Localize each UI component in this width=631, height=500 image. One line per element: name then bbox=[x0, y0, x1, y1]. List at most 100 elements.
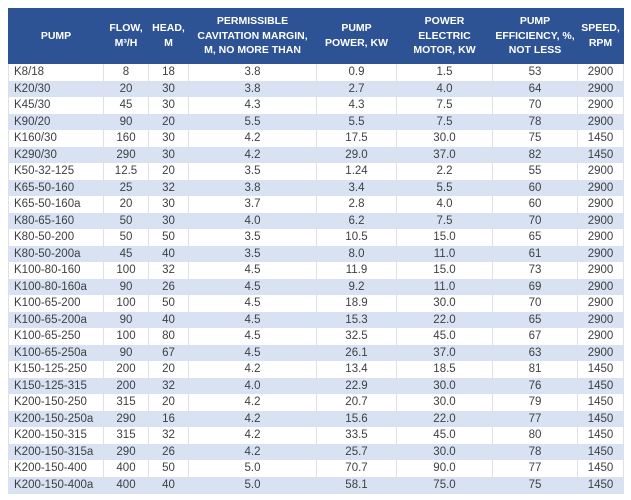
cell-flow: 100 bbox=[103, 328, 149, 345]
cell-speed: 1450 bbox=[577, 443, 624, 460]
cell-cavitation-margin: 4.2 bbox=[188, 410, 317, 427]
cell-head: 30 bbox=[148, 97, 189, 114]
cell-speed: 2900 bbox=[577, 113, 624, 130]
cell-pump-name: K80-65-160 bbox=[8, 212, 104, 229]
table-row: K100-65-250a 90 67 4.5 26.1 37.0 63 2900 bbox=[8, 344, 624, 361]
cell-efficiency: 70 bbox=[492, 97, 578, 114]
cell-cavitation-margin: 4.2 bbox=[188, 361, 317, 378]
header-row: PUMP FLOW, M³/H HEAD, M PERMISSIBLE CAVITAT… bbox=[8, 8, 624, 64]
cell-pump-name: K200-150-400 bbox=[8, 460, 104, 477]
cell-motor-power: 11.0 bbox=[396, 278, 493, 295]
cell-motor-power: 90.0 bbox=[396, 460, 493, 477]
cell-efficiency: 80 bbox=[492, 427, 578, 444]
table-row: K200-150-400 400 50 5.0 70.7 90.0 77 1450 bbox=[8, 460, 624, 477]
cell-pump-name: K100-65-250a bbox=[8, 344, 104, 361]
cell-motor-power: 45.0 bbox=[396, 328, 493, 345]
cell-efficiency: 70 bbox=[492, 212, 578, 229]
table-row: K200-150-315 315 32 4.2 33.5 45.0 80 1450 bbox=[8, 427, 624, 444]
cell-motor-power: 22.0 bbox=[396, 410, 493, 427]
column-header-head: HEAD, M bbox=[148, 8, 189, 64]
cell-speed: 2900 bbox=[577, 262, 624, 279]
cell-motor-power: 30.0 bbox=[396, 377, 493, 394]
cell-cavitation-margin: 5.0 bbox=[188, 460, 317, 477]
cell-pump-power: 2.8 bbox=[316, 196, 397, 213]
column-header-motor-power: POWER ELECTRIC MOTOR, KW bbox=[396, 8, 493, 64]
table-row: K50-32-125 12.5 20 3.5 1.24 2.2 55 2900 bbox=[8, 163, 624, 180]
cell-pump-power: 13.4 bbox=[316, 361, 397, 378]
cell-cavitation-margin: 4.3 bbox=[188, 97, 317, 114]
table-body: K8/18 8 18 3.8 0.9 1.5 53 2900 K20/30 20 30 3.8 2.7 4… bbox=[8, 63, 624, 494]
cell-cavitation-margin: 4.2 bbox=[188, 443, 317, 460]
cell-efficiency: 82 bbox=[492, 146, 578, 163]
cell-efficiency: 78 bbox=[492, 443, 578, 460]
cell-flow: 400 bbox=[103, 476, 149, 494]
cell-pump-power: 15.3 bbox=[316, 311, 397, 328]
cell-flow: 100 bbox=[103, 262, 149, 279]
cell-speed: 1450 bbox=[577, 377, 624, 394]
cell-pump-name: K200-150-315a bbox=[8, 443, 104, 460]
column-header-flow: FLOW, M³/H bbox=[103, 8, 149, 64]
cell-motor-power: 22.0 bbox=[396, 311, 493, 328]
cell-pump-name: K20/30 bbox=[8, 80, 104, 97]
cell-speed: 2900 bbox=[577, 344, 624, 361]
cell-cavitation-margin: 4.5 bbox=[188, 328, 317, 345]
cell-efficiency: 64 bbox=[492, 80, 578, 97]
cell-speed: 2900 bbox=[577, 196, 624, 213]
cell-flow: 400 bbox=[103, 460, 149, 477]
cell-head: 30 bbox=[148, 130, 189, 147]
cell-pump-name: K45/30 bbox=[8, 97, 104, 114]
cell-flow: 290 bbox=[103, 146, 149, 163]
cell-pump-name: K290/30 bbox=[8, 146, 104, 163]
cell-head: 20 bbox=[148, 361, 189, 378]
cell-flow: 90 bbox=[103, 278, 149, 295]
cell-efficiency: 81 bbox=[492, 361, 578, 378]
cell-motor-power: 30.0 bbox=[396, 130, 493, 147]
cell-flow: 50 bbox=[103, 229, 149, 246]
cell-head: 20 bbox=[148, 113, 189, 130]
cell-cavitation-margin: 4.5 bbox=[188, 278, 317, 295]
cell-head: 30 bbox=[148, 196, 189, 213]
cell-motor-power: 30.0 bbox=[396, 394, 493, 411]
cell-head: 32 bbox=[148, 377, 189, 394]
cell-speed: 2900 bbox=[577, 97, 624, 114]
cell-head: 26 bbox=[148, 278, 189, 295]
cell-flow: 8 bbox=[103, 63, 149, 81]
cell-flow: 25 bbox=[103, 179, 149, 196]
cell-cavitation-margin: 3.8 bbox=[188, 80, 317, 97]
cell-flow: 200 bbox=[103, 361, 149, 378]
column-header-cavitation-margin: PERMISSIBLE CAVITATION MARGIN, M, NO MOR… bbox=[188, 8, 317, 64]
cell-pump-power: 25.7 bbox=[316, 443, 397, 460]
cell-pump-power: 11.9 bbox=[316, 262, 397, 279]
cell-motor-power: 1.5 bbox=[396, 63, 493, 81]
cell-head: 50 bbox=[148, 460, 189, 477]
cell-pump-power: 29.0 bbox=[316, 146, 397, 163]
cell-efficiency: 75 bbox=[492, 476, 578, 494]
cell-flow: 200 bbox=[103, 377, 149, 394]
table-row: K200-150-250 315 20 4.2 20.7 30.0 79 1450 bbox=[8, 394, 624, 411]
table-row: K80-65-160 50 30 4.0 6.2 7.5 70 2900 bbox=[8, 212, 624, 229]
table-row: K100-65-250 100 80 4.5 32.5 45.0 67 2900 bbox=[8, 328, 624, 345]
cell-pump-name: K65-50-160a bbox=[8, 196, 104, 213]
cell-head: 30 bbox=[148, 212, 189, 229]
cell-head: 32 bbox=[148, 179, 189, 196]
pump-spec-table: PUMP FLOW, M³/H HEAD, M PERMISSIBLE CAVITAT… bbox=[8, 8, 624, 494]
cell-motor-power: 7.5 bbox=[396, 212, 493, 229]
cell-motor-power: 11.0 bbox=[396, 245, 493, 262]
cell-flow: 315 bbox=[103, 394, 149, 411]
cell-cavitation-margin: 4.5 bbox=[188, 311, 317, 328]
cell-motor-power: 7.5 bbox=[396, 97, 493, 114]
cell-pump-name: K200-150-250a bbox=[8, 410, 104, 427]
table-row: K200-150-250a 290 16 4.2 15.6 22.0 77 1450 bbox=[8, 410, 624, 427]
cell-pump-power: 8.0 bbox=[316, 245, 397, 262]
cell-head: 26 bbox=[148, 443, 189, 460]
cell-flow: 160 bbox=[103, 130, 149, 147]
cell-pump-power: 70.7 bbox=[316, 460, 397, 477]
cell-motor-power: 30.0 bbox=[396, 443, 493, 460]
cell-efficiency: 73 bbox=[492, 262, 578, 279]
cell-speed: 2900 bbox=[577, 163, 624, 180]
cell-flow: 90 bbox=[103, 113, 149, 130]
table-row: K160/30 160 30 4.2 17.5 30.0 75 1450 bbox=[8, 130, 624, 147]
cell-pump-name: K90/20 bbox=[8, 113, 104, 130]
cell-motor-power: 15.0 bbox=[396, 262, 493, 279]
